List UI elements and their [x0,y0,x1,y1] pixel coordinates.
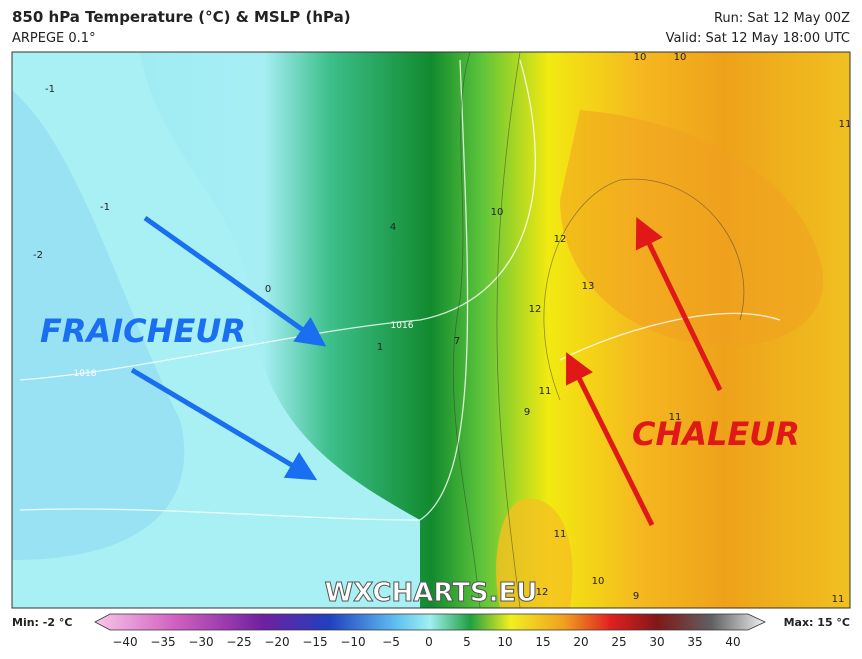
colorbar-tick-label: 15 [535,635,550,649]
map: FRAICHEUR CHALEUR WXCHARTS.EU -1 -1 -2 0 1 4 7… [11,51,851,609]
colorbar-tick-label: 30 [649,635,664,649]
cool-arrows [130,215,327,481]
contour-label: 9 [524,407,530,418]
watermark: WXCHARTS.EU [325,578,538,608]
colorbar-tick-label: 40 [725,635,740,649]
contour-label: 7 [454,336,460,347]
isotherms [452,51,745,609]
contour-labels: -1 -1 -2 0 1 4 7 10 10 10 12 13 12 11 9 11 11 10 9 12 11 11 10… [33,52,851,605]
contour-label: 10 [674,52,687,63]
contour-label: -1 [45,84,55,95]
colorbar-tick-label: −5 [382,635,400,649]
colorbar-tick-label: 5 [463,635,471,649]
colorbar-tick-label: −25 [226,635,251,649]
valid: Valid: Sat 12 May 18:00 UTC [666,31,850,46]
colorbar-tick-label: 35 [687,635,702,649]
contour-label: 4 [390,222,396,233]
contour-label: -1 [100,202,110,213]
contour-label: 12 [554,234,567,245]
model: ARPEGE 0.1° [12,31,96,46]
colorbar-scale [94,613,766,631]
legend-min: Min: -2 °C [12,616,72,629]
contour-label: 0 [265,284,271,295]
colorbar-tick-label: −30 [188,635,213,649]
colorbar-tick-label: −35 [150,635,175,649]
contour-label: 10 [592,576,605,587]
warm-core [560,110,824,347]
contour-label: 10 [491,207,504,218]
warm-south [496,498,573,608]
cool-core [12,90,185,560]
map-frame [11,51,851,609]
contour-label: 11 [669,412,682,423]
colorbar-tick-label: 10 [497,635,512,649]
colorbar-tick-label: −40 [112,635,137,649]
isobars [19,59,781,521]
contour-label: 11 [832,594,845,605]
contour-label: 13 [582,281,595,292]
contour-label: 12 [536,587,549,598]
colorbar-ticks: −40 −35 −30 −25 −20 −15 −10 −5 0 5 10 15 20 25 30 35 40 [112,635,740,649]
run: Run: Sat 12 May 00Z [714,11,850,26]
contour-label: 11 [839,119,852,130]
colorbar-tick-label: 20 [573,635,588,649]
warm-arrows [566,216,723,527]
contour-label: 1 [377,342,383,353]
colorbar-tick-label: 25 [611,635,626,649]
contour-label: 9 [633,591,639,602]
colorbar-tick-label: −15 [302,635,327,649]
contour-label: 1016 [391,321,414,331]
colorbar: Min: -2 °C Max: 15 °C −40 −35 −30 −25 −20 −15… [12,613,850,649]
contour-label: -2 [33,250,43,261]
colorbar-tick-label: −20 [264,635,289,649]
annotation: FRAICHEUR [40,312,246,350]
contour-label: 11 [539,386,552,397]
colorbar-tick-label: −10 [340,635,365,649]
contour-label: 1018 [74,369,97,379]
contour-label: 10 [634,52,647,63]
annotation: CHALEUR [632,415,800,453]
contour-label: 12 [529,304,542,315]
contour-label: 11 [554,529,567,540]
title: 850 hPa Temperature (°C) & MSLP (hPa) [12,8,351,26]
legend-max: Max: 15 °C [784,616,850,629]
colorbar-tick-label: 0 [425,635,433,649]
